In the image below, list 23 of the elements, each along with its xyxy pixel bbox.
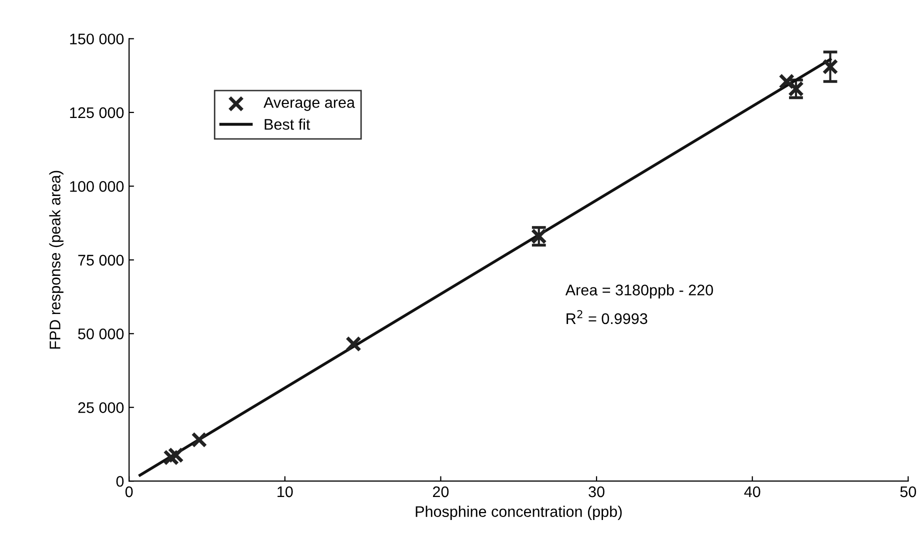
y-tick-label: 125 000 — [70, 107, 124, 118]
x-tick-label: 20 — [432, 486, 449, 498]
annotation: R$^{2}$ = 0.9993 — [566, 310, 648, 324]
point — [346, 336, 362, 352]
x-tick-label: 50 — [900, 486, 916, 498]
y-tick-label: 50 000 — [78, 328, 124, 340]
x-tick-label: 30 — [588, 486, 604, 498]
point — [778, 74, 795, 90]
point — [191, 432, 208, 448]
x-tick-label: 40 — [744, 486, 760, 498]
y-axis-title: FPD response (peak area) — [49, 170, 64, 349]
x-tick-label: 0 — [125, 486, 133, 498]
y-tick-label: 100 000 — [70, 181, 124, 192]
legend-label: Average area — [264, 97, 355, 111]
y-tick-label: 150 000 — [70, 34, 124, 44]
point — [822, 58, 838, 75]
annotation: Area = 3180ppb - 220 — [565, 284, 713, 298]
y-tick-label: 75 000 — [78, 254, 124, 266]
y-tick-label: 25 000 — [78, 402, 124, 414]
y-tick-label: 0 — [116, 476, 124, 487]
x-axis-title: Phosphine concentration (ppb) — [416, 506, 622, 520]
legend-label: Best fit — [264, 118, 310, 130]
x-tick-label: 10 — [278, 486, 293, 498]
